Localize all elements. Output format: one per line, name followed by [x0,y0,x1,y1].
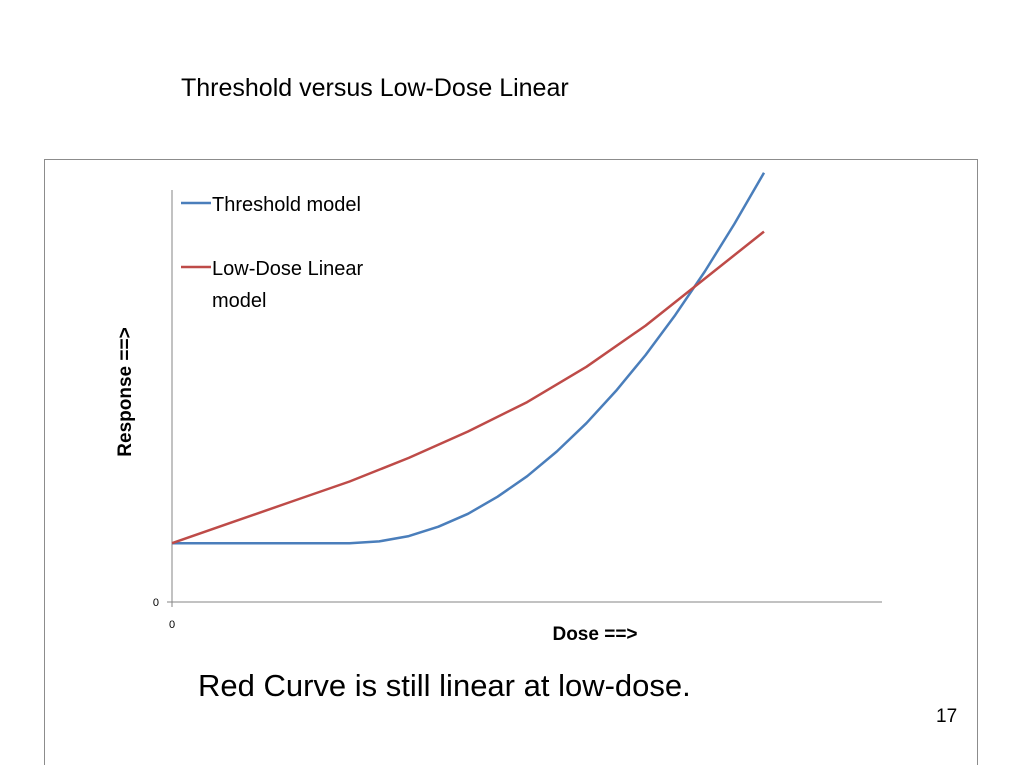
page-number: 17 [936,706,958,727]
legend-label: Low-Dose Linear model [212,258,364,312]
x-axis-label: Dose ==> [552,624,637,645]
slide-caption: Red Curve is still linear at low-dose. [198,668,691,703]
chart-axes [167,190,882,607]
series-line-linear [171,230,765,545]
y-axis-label: Response ==> [115,327,136,456]
x-tick-label: 0 [169,619,175,631]
legend: Threshold model Low-Dose Linear model [181,194,364,312]
y-tick-label: 0 [153,597,159,609]
series-layer [171,172,766,545]
series-line-threshold [172,172,766,545]
chart-frame [44,159,978,765]
legend-label: Threshold model [212,194,361,216]
slide-title: Threshold versus Low-Dose Linear [181,74,569,102]
